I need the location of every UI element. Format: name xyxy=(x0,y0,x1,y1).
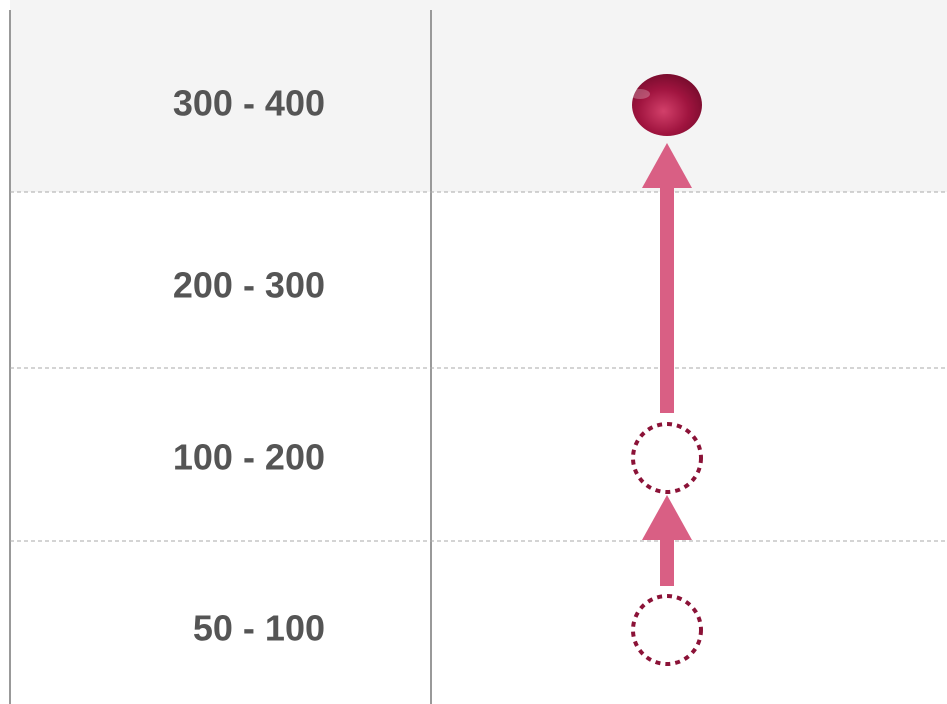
arrow-shaft xyxy=(660,185,674,413)
arrow-head xyxy=(642,143,692,188)
highlight-row xyxy=(10,0,947,192)
arrow-head xyxy=(642,495,692,540)
past-marker xyxy=(631,422,703,494)
arrow-shaft xyxy=(660,538,674,586)
past-marker xyxy=(631,594,703,666)
row-label: 100 - 200 xyxy=(173,437,325,478)
current-marker xyxy=(632,74,702,136)
row-label: 200 - 300 xyxy=(173,265,325,306)
row-dividers xyxy=(10,191,947,542)
row-label: 300 - 400 xyxy=(173,83,325,124)
row-label: 50 - 100 xyxy=(193,608,325,649)
arrows xyxy=(642,143,692,586)
marker-highlight xyxy=(630,89,650,99)
